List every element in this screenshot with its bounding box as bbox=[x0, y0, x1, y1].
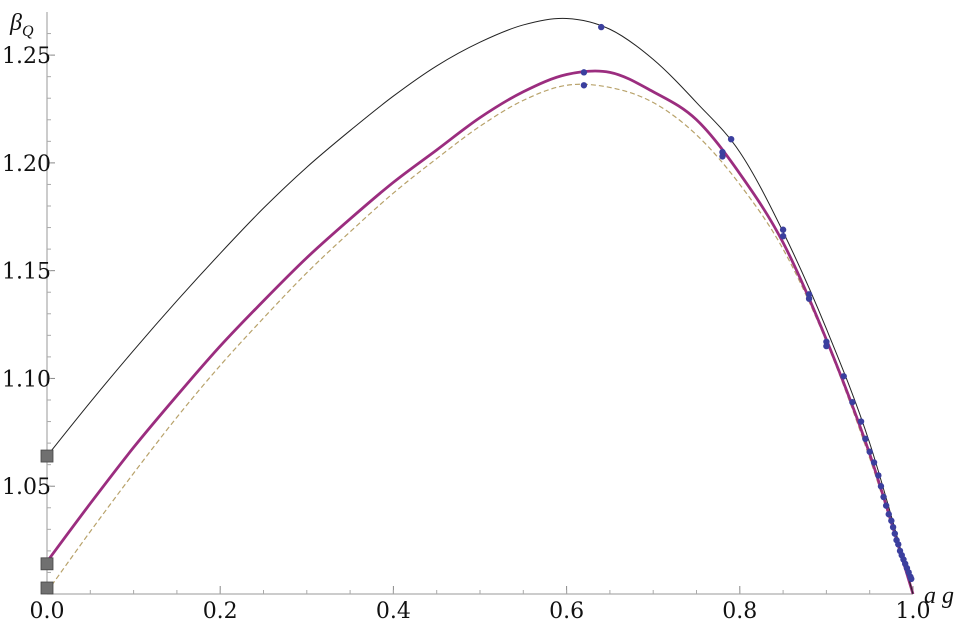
data-point bbox=[779, 226, 787, 233]
y-tick-label: 1.10 bbox=[2, 367, 51, 392]
data-point bbox=[823, 342, 830, 350]
axes bbox=[46, 12, 914, 595]
tick-labels: 0.0 0.2 0.4 0.6 0.8 1.0 1.05 1.10 1.15 1.20 1.25 bbox=[2, 44, 931, 624]
axis-square-marker bbox=[40, 581, 54, 595]
data-point bbox=[895, 541, 902, 548]
data-point bbox=[888, 517, 895, 524]
data-point bbox=[779, 232, 787, 240]
axis-squares bbox=[40, 449, 54, 595]
y-axis-title-main: β bbox=[9, 10, 22, 36]
data-point bbox=[727, 135, 735, 143]
data-point bbox=[880, 493, 887, 501]
data-point bbox=[805, 295, 813, 302]
curves bbox=[45, 17, 915, 595]
y-axis-title: βQ bbox=[9, 10, 34, 40]
data-point bbox=[862, 435, 869, 442]
y-tick-label: 1.25 bbox=[2, 44, 51, 69]
x-tick-label: 0.2 bbox=[203, 599, 238, 624]
x-axis-title: a g bbox=[924, 583, 954, 609]
y-tick-label: 1.15 bbox=[2, 260, 51, 285]
data-point bbox=[849, 398, 856, 406]
data-point bbox=[580, 82, 588, 89]
data-points bbox=[580, 23, 915, 583]
data-point bbox=[891, 530, 899, 537]
data-point bbox=[875, 472, 882, 479]
data-point bbox=[877, 483, 885, 490]
data-point bbox=[889, 523, 897, 531]
data-point bbox=[580, 69, 588, 76]
upper-curve bbox=[46, 17, 914, 595]
middle-curve bbox=[45, 69, 915, 595]
tick-marks bbox=[46, 33, 914, 595]
y-tick-label: 1.05 bbox=[2, 475, 51, 500]
x-tick-label: 0.8 bbox=[722, 599, 757, 624]
data-point bbox=[908, 575, 915, 583]
axis-square-marker bbox=[40, 449, 54, 463]
y-axis-title-sub: Q bbox=[22, 23, 34, 40]
y-tick-label: 1.20 bbox=[2, 152, 51, 177]
x-tick-label: 0.6 bbox=[549, 599, 584, 624]
data-point bbox=[885, 511, 892, 518]
data-point bbox=[870, 459, 878, 466]
data-point bbox=[866, 448, 873, 455]
x-tick-label: 1.0 bbox=[896, 599, 931, 624]
data-point bbox=[719, 153, 726, 160]
axis-square-marker bbox=[40, 557, 54, 571]
lower-dashed-curve bbox=[46, 83, 914, 595]
x-tick-label: 0.0 bbox=[30, 599, 65, 624]
data-point bbox=[882, 502, 890, 509]
data-point bbox=[598, 23, 605, 31]
data-point bbox=[840, 373, 847, 380]
data-point bbox=[857, 418, 865, 425]
x-tick-label: 0.4 bbox=[376, 599, 411, 624]
